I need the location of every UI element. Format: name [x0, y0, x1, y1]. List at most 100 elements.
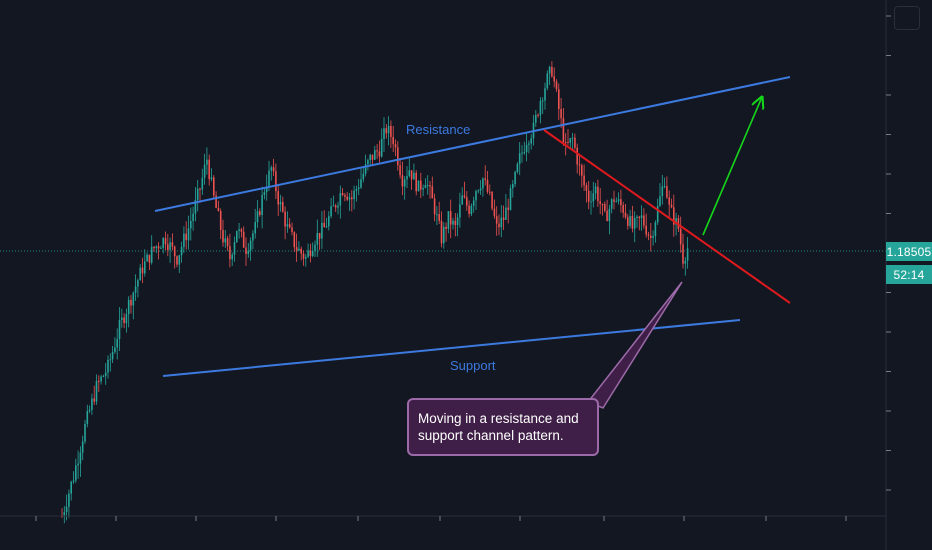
- candle-body: [385, 128, 388, 134]
- candle-body: [194, 199, 197, 214]
- candle-body: [629, 215, 631, 226]
- candle-body: [553, 76, 555, 82]
- candle-body: [576, 147, 578, 165]
- candle-body: [633, 217, 636, 229]
- candle-body: [477, 190, 480, 192]
- candle-body: [344, 195, 346, 197]
- candle-body: [224, 238, 227, 243]
- candle-body: [288, 224, 291, 228]
- candle-body: [249, 240, 252, 251]
- candle-body: [196, 188, 199, 200]
- candle-body: [339, 192, 342, 206]
- candle-body: [91, 398, 93, 411]
- candle-body: [470, 205, 473, 214]
- candle-body: [75, 465, 77, 481]
- candle-body: [606, 210, 608, 222]
- candle-body: [348, 197, 351, 200]
- candle-body: [581, 165, 583, 176]
- candle-body: [500, 217, 503, 228]
- candle-body: [254, 222, 256, 234]
- support-line: [162, 319, 741, 377]
- candle-body: [521, 152, 523, 154]
- candle-body: [81, 441, 84, 453]
- candle-body: [452, 220, 454, 225]
- candle-body: [560, 108, 562, 119]
- candle-body: [661, 186, 664, 197]
- candle-body: [311, 250, 314, 257]
- candle-body: [507, 207, 509, 210]
- candle-body: [116, 339, 118, 348]
- candle-body: [371, 154, 374, 160]
- candle-body: [475, 191, 477, 201]
- candle-body: [594, 186, 597, 194]
- candle-body: [157, 246, 160, 249]
- candle-body: [394, 144, 397, 148]
- candle-body: [627, 217, 629, 226]
- candle-body: [624, 212, 627, 218]
- candle-body: [498, 223, 500, 228]
- candle-body: [229, 246, 231, 260]
- candle-body: [245, 247, 247, 254]
- candle-body: [114, 347, 116, 353]
- candle-body: [222, 229, 224, 243]
- candle-body: [514, 171, 516, 185]
- candle-body: [675, 218, 677, 225]
- candle-body: [144, 261, 146, 274]
- candle-body: [369, 154, 371, 161]
- candle-body: [622, 205, 624, 213]
- candle-body: [551, 66, 553, 77]
- resistance-label: Resistance: [406, 122, 470, 137]
- candle-body: [558, 89, 560, 109]
- candle-body: [636, 216, 638, 218]
- candle-body: [424, 185, 427, 188]
- candle-body: [123, 317, 125, 324]
- candle-body: [631, 215, 634, 229]
- candle-body: [93, 398, 95, 402]
- candle-body: [587, 190, 590, 202]
- candle-body: [516, 163, 519, 172]
- candle-body: [367, 160, 369, 165]
- candle-body: [410, 170, 413, 180]
- chart-settings-button[interactable]: [894, 6, 920, 30]
- candle-body: [178, 255, 181, 265]
- candle-body: [187, 228, 190, 241]
- candle-body: [378, 151, 381, 157]
- candle-body: [468, 205, 470, 214]
- candle-body: [84, 423, 86, 442]
- candle-body: [569, 138, 572, 143]
- candle-body: [98, 380, 100, 382]
- candle-body: [153, 246, 155, 249]
- candle-body: [314, 244, 316, 251]
- candle-body: [238, 229, 240, 231]
- candle-body: [647, 234, 650, 236]
- candle-body: [167, 244, 169, 250]
- candle-body: [610, 199, 613, 209]
- candle-body: [180, 247, 183, 256]
- candle-body: [86, 411, 89, 424]
- candle-body: [341, 192, 344, 196]
- candle-body: [528, 143, 530, 145]
- candle-body: [613, 199, 615, 202]
- current-price-label: 1.18505: [886, 242, 932, 261]
- candle-body: [275, 171, 277, 192]
- candle-body: [640, 215, 643, 219]
- callout-line-2: support channel pattern.: [418, 428, 564, 443]
- candle-body: [431, 186, 434, 199]
- candle-body: [440, 220, 443, 244]
- candle-body: [309, 250, 312, 257]
- candle-body: [295, 247, 298, 251]
- candle-body: [666, 186, 668, 198]
- candle-body: [284, 211, 286, 227]
- candle-body: [236, 230, 238, 243]
- candle-body: [169, 242, 171, 250]
- candle-body: [164, 238, 167, 245]
- candle-body: [150, 246, 153, 263]
- candle-body: [387, 125, 390, 134]
- candle-body: [417, 180, 420, 192]
- candle-body: [68, 493, 70, 507]
- candle-body: [277, 191, 279, 205]
- candle-body: [88, 410, 91, 412]
- candle-body: [408, 170, 411, 177]
- candle-body: [70, 481, 72, 494]
